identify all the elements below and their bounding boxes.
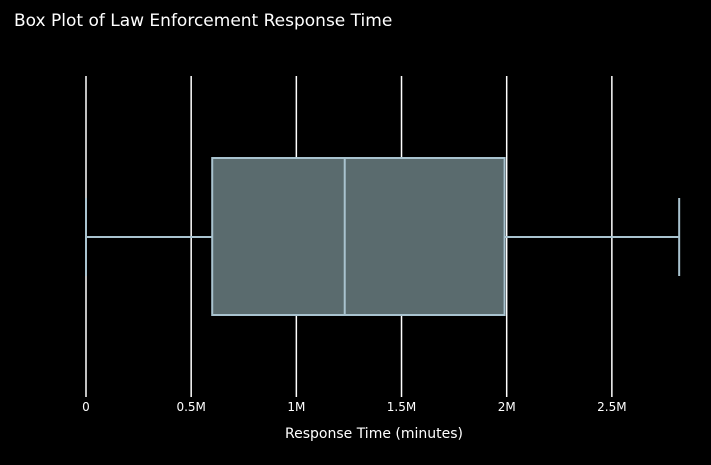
chart-title: Box Plot of Law Enforcement Response Tim… (14, 11, 392, 31)
box-iqr (211, 157, 506, 316)
x-tick-label-5: 2.5M (597, 400, 626, 414)
x-tick-label-4: 2M (498, 400, 516, 414)
box-trace (85, 157, 681, 316)
x-tick-label-2: 1M (287, 400, 305, 414)
x-tick-label-0: 0 (82, 400, 90, 414)
x-tick-label-3: 1.5M (387, 400, 416, 414)
x-axis-title: Response Time (minutes) (285, 426, 463, 442)
x-axis-ticks: 0 0.5M 1M 1.5M 2M 2.5M (82, 400, 626, 414)
x-tick-label-1: 0.5M (176, 400, 205, 414)
